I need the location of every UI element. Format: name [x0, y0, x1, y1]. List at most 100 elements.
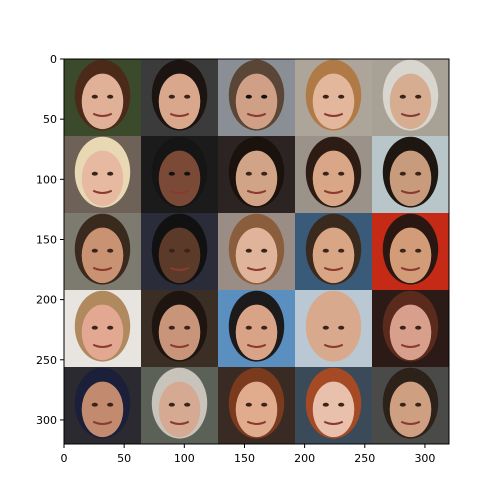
mouth-shape [246, 189, 267, 194]
mouth-shape [400, 112, 421, 117]
face-tile-older-man-white-hair [372, 59, 449, 136]
eye-shape [168, 171, 175, 176]
face-tile-woman-red-background [372, 213, 449, 290]
face-shape [389, 73, 432, 130]
mouth-shape [323, 420, 344, 425]
face-shape [312, 150, 355, 207]
eye-shape [168, 402, 175, 407]
eye-shape [399, 171, 406, 176]
x-tick-label: 0 [61, 452, 68, 465]
eye-shape [184, 325, 191, 330]
face-shape [235, 150, 278, 207]
face-tile-man-smiling-light [64, 290, 141, 367]
eye-shape [399, 248, 406, 253]
face-tile-man-blue-background [218, 290, 295, 367]
x-axis: 0 50 100 150 200 250 300 [61, 444, 435, 465]
y-tick-label: 250 [36, 354, 57, 367]
face-shape [158, 381, 201, 438]
eye-shape [261, 402, 268, 407]
eye-shape [245, 402, 252, 407]
y-tick-label: 100 [36, 173, 57, 186]
mouth-shape [400, 420, 421, 425]
x-tick-label: 100 [174, 452, 195, 465]
eye-shape [168, 248, 175, 253]
mouth-shape [92, 112, 113, 117]
face-tile-woman-dark-hair-red [141, 290, 218, 367]
face-shape [81, 150, 124, 207]
axes-frame [63, 58, 450, 445]
mouth-shape [400, 266, 421, 271]
face-tile-woman-long-brown-hair [64, 59, 141, 136]
face-shape [389, 150, 432, 207]
eye-shape [184, 248, 191, 253]
face-shape [389, 227, 432, 284]
eye-shape [415, 325, 422, 330]
eye-shape [91, 402, 98, 407]
mouth-shape [323, 112, 344, 117]
eye-shape [338, 248, 345, 253]
face-shape [312, 227, 355, 284]
face-shape [312, 304, 355, 361]
face-shape [81, 227, 124, 284]
eye-shape [322, 402, 329, 407]
mouth-shape [169, 112, 190, 117]
eye-shape [184, 402, 191, 407]
eye-shape [91, 171, 98, 176]
x-tick-label: 300 [414, 452, 435, 465]
eye-shape [322, 248, 329, 253]
face-tile-man-smiling [64, 213, 141, 290]
eye-shape [91, 248, 98, 253]
eye-shape [338, 94, 345, 99]
eye-shape [261, 325, 268, 330]
eye-shape [338, 325, 345, 330]
eye-shape [415, 171, 422, 176]
face-tile-woman-platinum-blonde [64, 136, 141, 213]
face-shape [312, 73, 355, 130]
eye-shape [184, 94, 191, 99]
face-shape [312, 381, 355, 438]
mouth-shape [400, 189, 421, 194]
eye-shape [338, 171, 345, 176]
face-shape [235, 227, 278, 284]
face-tile-bald-man [295, 290, 372, 367]
mouth-shape [92, 189, 113, 194]
eye-shape [338, 402, 345, 407]
y-tick-label: 50 [43, 113, 57, 126]
face-tile-man-dark-skin [141, 213, 218, 290]
eye-shape [322, 325, 329, 330]
face-tile-woman-red-hair-dark [372, 290, 449, 367]
face-tile-man-sunglasses [218, 59, 295, 136]
eye-shape [168, 325, 175, 330]
face-tile-woman-dark-hair [218, 136, 295, 213]
y-axis: 0 50 100 150 200 250 300 [36, 53, 64, 427]
eye-shape [107, 248, 114, 253]
face-shape [81, 73, 124, 130]
eye-shape [107, 402, 114, 407]
mouth-shape [323, 343, 344, 348]
face-shape [235, 381, 278, 438]
face-tile-man-smiling-dark-hair [372, 367, 449, 444]
mouth-shape [246, 420, 267, 425]
x-tick-label: 50 [117, 452, 131, 465]
eye-shape [322, 171, 329, 176]
face-tile-woman-auburn-hair [218, 367, 295, 444]
eye-shape [107, 325, 114, 330]
mouth-shape [246, 112, 267, 117]
eye-shape [91, 325, 98, 330]
eye-shape [245, 94, 252, 99]
mouth-shape [246, 343, 267, 348]
mouth-shape [169, 343, 190, 348]
face-shape [81, 381, 124, 438]
mouth-shape [400, 343, 421, 348]
x-tick-label: 200 [294, 452, 315, 465]
face-shape [81, 304, 124, 361]
face-shape [235, 304, 278, 361]
eye-shape [399, 94, 406, 99]
x-tick-label: 150 [234, 452, 255, 465]
face-tile-man-curly-hair-beard [295, 136, 372, 213]
face-tile-face-painted-mask [64, 367, 141, 444]
mouth-shape [169, 266, 190, 271]
y-tick-label: 200 [36, 294, 57, 307]
eye-shape [107, 94, 114, 99]
face-tile-woman-laughing [295, 213, 372, 290]
